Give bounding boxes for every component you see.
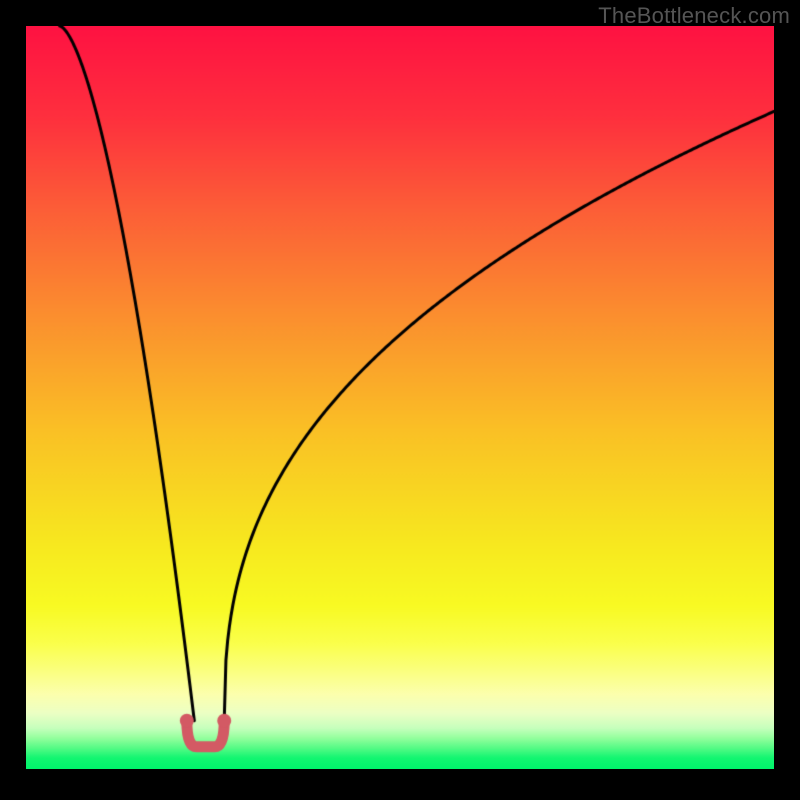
watermark-text: TheBottleneck.com <box>598 3 790 29</box>
plot-frame <box>26 26 774 769</box>
chart-stage: TheBottleneck.com <box>0 0 800 800</box>
bottleneck-chart-canvas <box>26 26 774 769</box>
